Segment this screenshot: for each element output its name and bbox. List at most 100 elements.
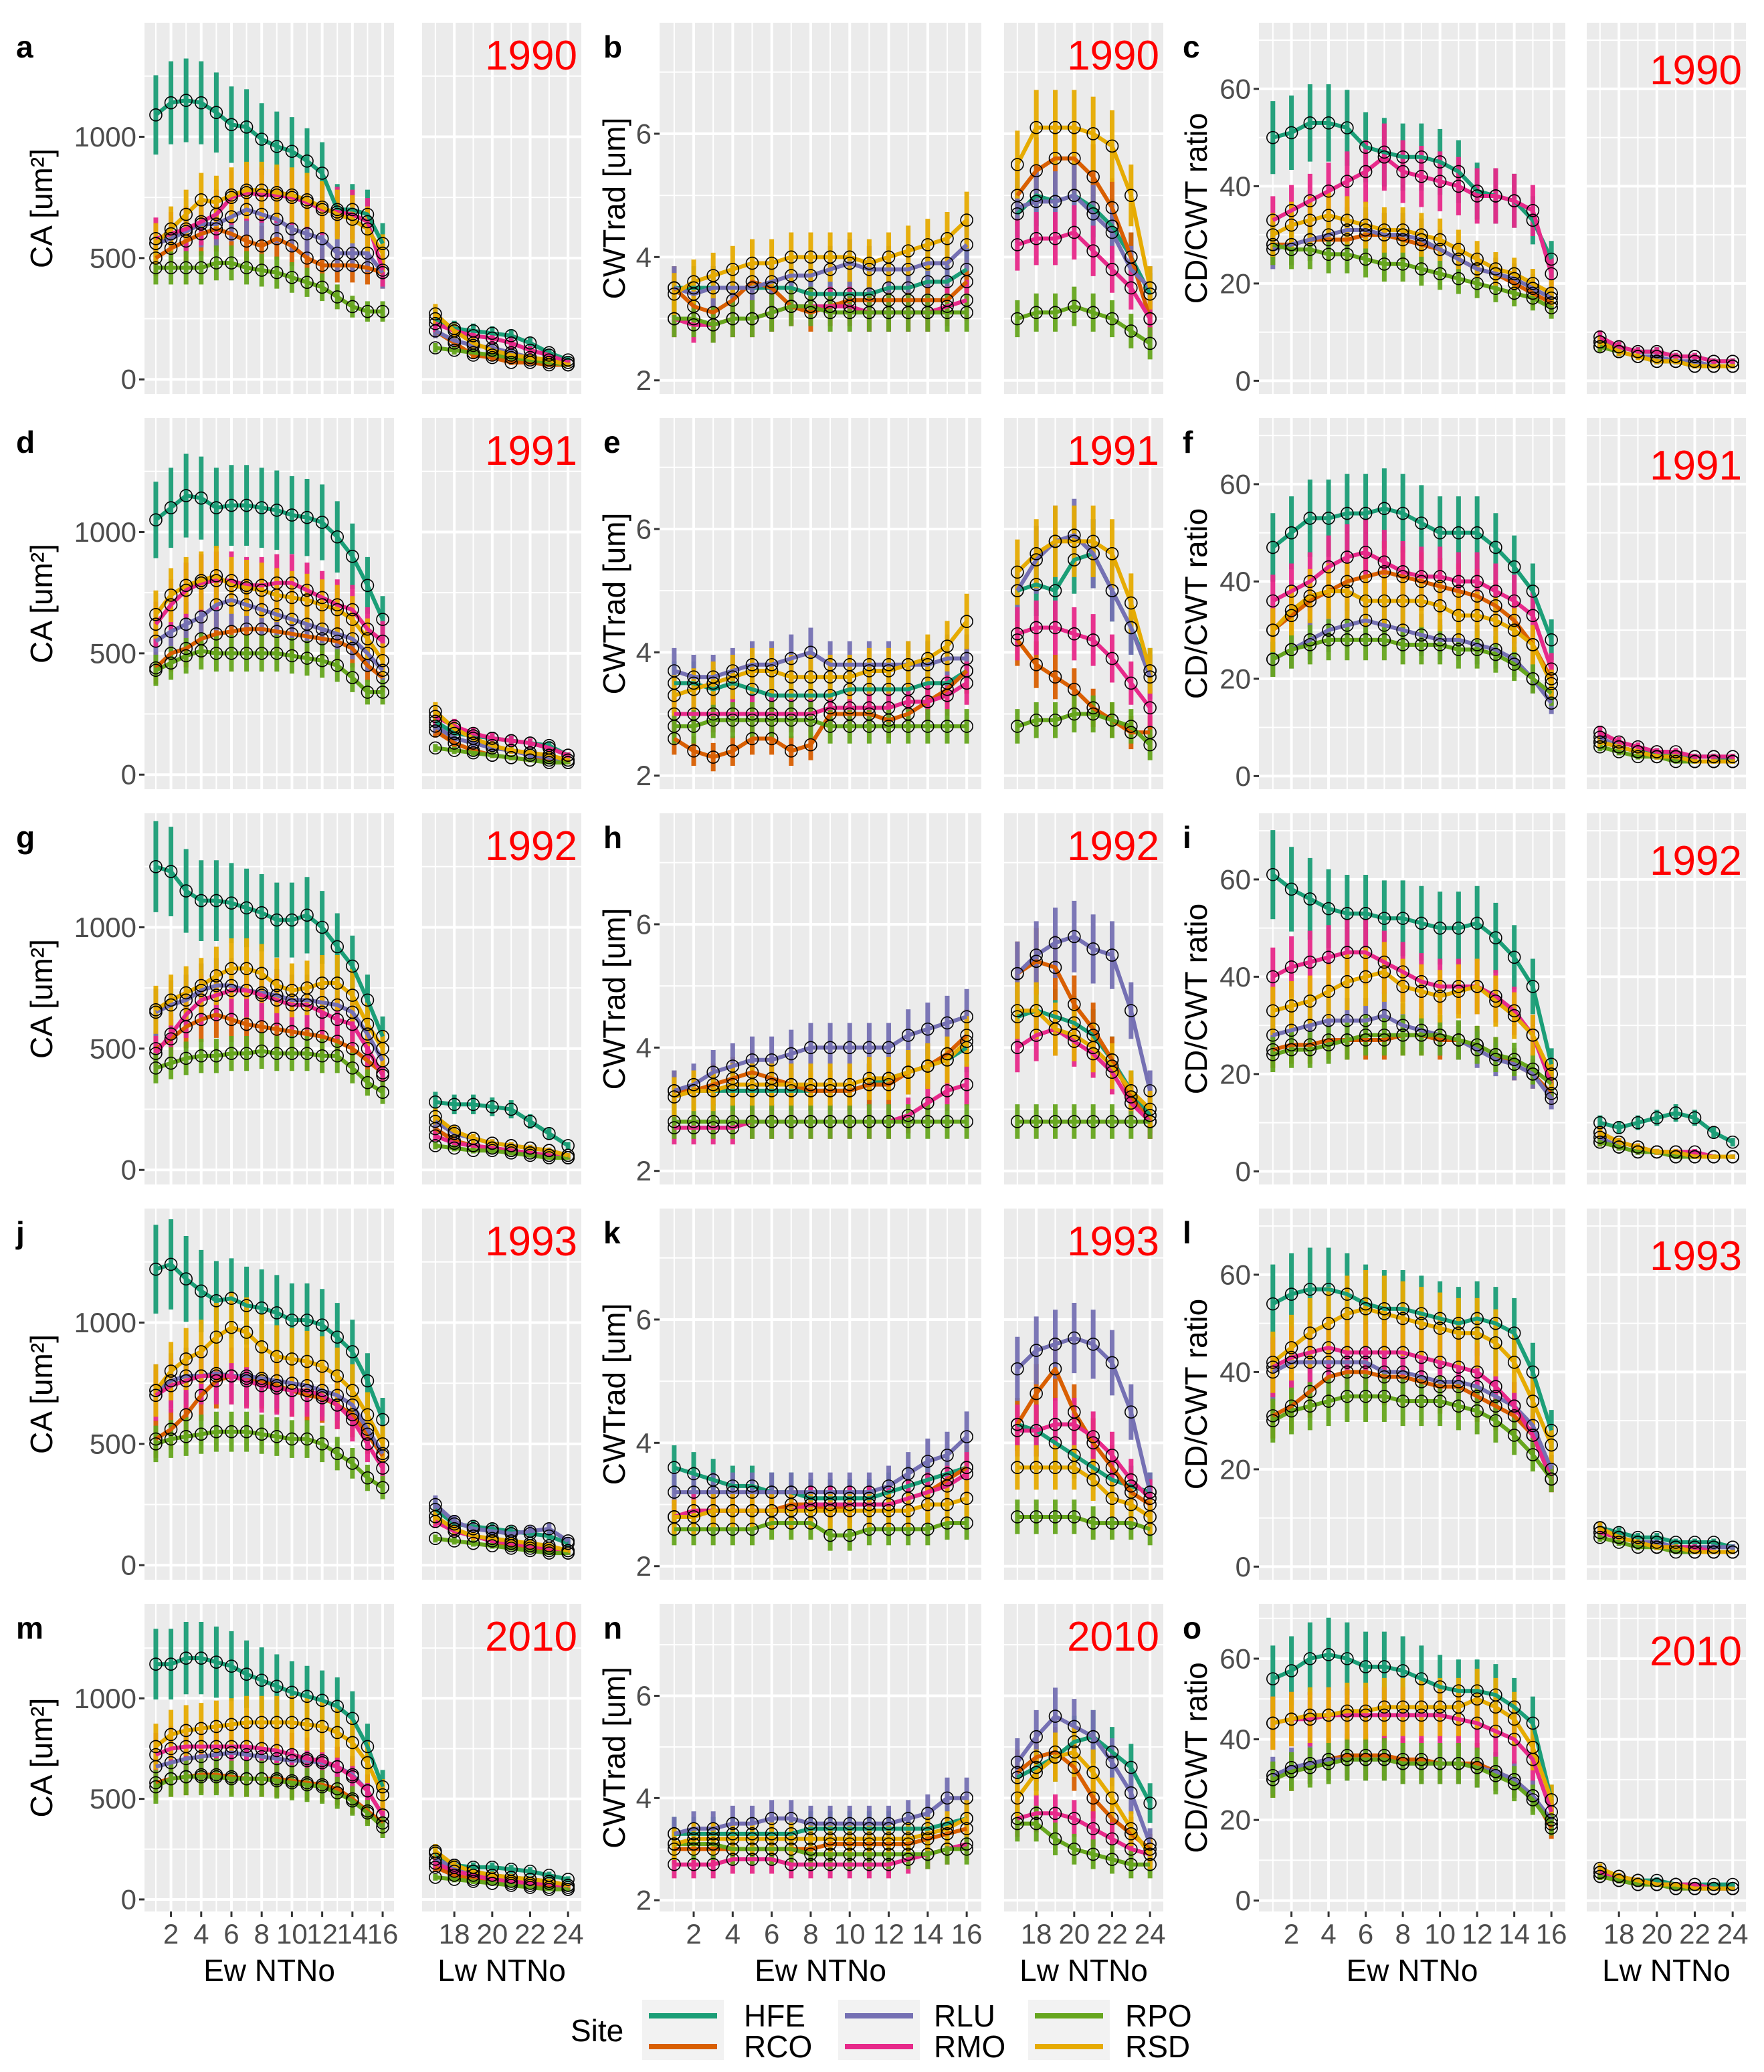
data-point-RMO [209,989,223,1002]
y-tick-label: 0 [121,1550,136,1581]
data-point-RSD [804,1077,817,1092]
data-point-HFE [862,287,876,301]
data-point-RCO [960,1461,973,1475]
series-line-RPO [674,1521,967,1538]
data-point-RPO [1526,1448,1540,1461]
data-point-RSD [1341,974,1354,989]
data-point-RCO [941,1473,954,1487]
data-point-RLU [1396,623,1409,637]
data-point-RPO [448,744,461,757]
data-point-RLU [765,1812,779,1825]
data-point-RMO [429,317,442,330]
data-point-RCO [1011,1417,1024,1431]
data-point-RPO [1048,1832,1062,1846]
data-point-RSD [960,1491,973,1506]
data-point-HFE [765,689,779,702]
data-point-RPO [523,1881,537,1894]
data-point-RPO [1433,1394,1447,1408]
data-point-RSD [225,188,238,202]
data-point-RSD [1124,1084,1138,1098]
data-point-RMO [270,993,284,1007]
data-point-RLU [270,1374,284,1388]
data-point-RSD [960,615,973,629]
data-point-RSD [1284,604,1298,617]
data-point-HFE [255,132,268,146]
y-tick-label: 0 [1236,760,1251,792]
data-point-RMO [726,707,740,721]
data-point-RLU [346,632,359,645]
data-point-RSD [561,1148,575,1162]
y-tick-label: 500 [90,242,136,274]
data-point-RSD [523,1873,537,1886]
data-point-RSD [255,583,268,597]
data-point-RPO [315,1780,329,1794]
data-point-RSD [1011,565,1024,579]
data-point-RMO [1545,662,1558,676]
data-point-RCO [209,1374,223,1388]
data-point-RMO [315,1754,329,1768]
data-point-RMO [1452,179,1466,193]
series-line-RMO [1272,950,1553,1085]
y-tick-label: 0 [121,759,136,791]
data-point-RCO [1545,296,1558,310]
data-point-RCO [1124,1090,1138,1104]
data-point-RCO [1452,1380,1466,1394]
series-line-RCO [155,1013,384,1075]
data-point-RMO [209,574,223,587]
data-point-RPO [1452,272,1466,286]
data-point-HFE [239,1667,254,1681]
data-point-RCO [1284,609,1298,623]
data-point-RCO [1303,1384,1317,1398]
data-point-RSD [843,1832,857,1846]
data-point-RMO [1507,1399,1521,1413]
data-point-RMO [823,1497,837,1512]
data-point-RMO [1048,1417,1062,1431]
data-point-RSD [315,200,329,214]
data-point-RSD [804,670,817,684]
data-point-RPO [1048,306,1062,320]
data-point-RSD [1377,1307,1391,1320]
data-point-RSD [209,1720,223,1734]
subpanel-ew: 246 [636,1209,981,1582]
data-point-RSD [330,207,345,221]
data-point-RPO [1526,1062,1540,1076]
data-point-RMO [1030,1424,1043,1437]
data-point-RCO [1266,1409,1280,1423]
series-line-HFE [1016,1734,1152,1804]
data-point-RLU [862,657,876,671]
data-point-RSD [543,748,556,762]
y-tick-label: 20 [1219,268,1251,299]
data-point-HFE [346,959,359,973]
data-point-RLU [1507,652,1521,666]
data-point-RLU [960,1791,973,1805]
data-point-RSD [1068,1745,1081,1759]
data-point-HFE [1415,516,1428,530]
series-line-RSD [1017,1465,1151,1519]
data-point-RLU [486,1524,499,1538]
series-line-RMO [154,988,385,1077]
data-point-RMO [1669,350,1682,363]
data-point-RCO [1433,579,1447,593]
data-point-HFE [149,513,163,527]
data-point-RSD [1415,594,1428,608]
data-point-RLU [270,1752,284,1766]
data-point-RMO [843,1857,857,1871]
data-point-RCO [330,1782,345,1796]
data-point-RMO [225,984,238,997]
x-axis-label-lw: Lw NTNo [1019,1953,1148,1988]
data-point-RSD [504,744,518,757]
data-point-RMO [270,1744,284,1758]
data-point-RPO [504,1879,518,1892]
data-point-HFE [1322,902,1335,916]
data-point-HFE [1341,121,1354,134]
data-point-RPO [745,1522,759,1536]
data-point-RPO [315,280,329,294]
data-point-RLU [960,651,973,665]
data-point-HFE [1266,1297,1280,1311]
data-point-RLU [668,1485,681,1499]
data-point-RPO [1631,750,1645,764]
data-point-RMO [315,1005,329,1019]
data-point-RSD [1068,1029,1081,1042]
data-point-RMO [239,1740,254,1754]
